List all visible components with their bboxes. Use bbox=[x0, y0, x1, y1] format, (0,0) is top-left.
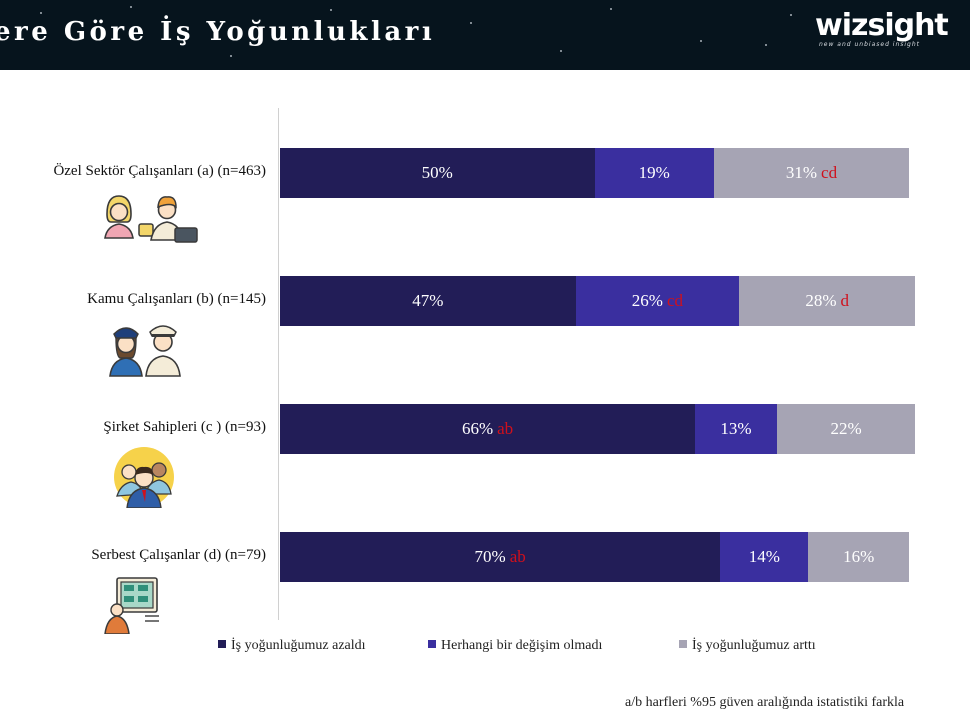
data-label: 66% bbox=[461, 419, 494, 438]
bar-segment: 19% bbox=[594, 148, 714, 198]
data-label: 22% bbox=[830, 419, 862, 438]
bar-row: 66% ab 13% 22% bbox=[280, 404, 916, 454]
significance-letters: d bbox=[840, 291, 850, 310]
data-label: 13% bbox=[720, 419, 752, 438]
legend-label: Herhangi bir değişim olmadı bbox=[441, 638, 603, 653]
category-label: Şirket Sahipleri (c ) (n=93) bbox=[103, 419, 266, 435]
bar-segment: 22% bbox=[776, 404, 916, 454]
freelancer-icon bbox=[103, 576, 163, 639]
bar-segment: 66% ab bbox=[280, 404, 696, 454]
significance-letters: ab bbox=[509, 547, 526, 566]
data-label: 19% bbox=[638, 163, 670, 182]
bar-segment: 31% cd bbox=[714, 148, 909, 198]
legend-swatch bbox=[428, 640, 436, 648]
data-label: 28% bbox=[805, 291, 837, 310]
data-label: 26% bbox=[631, 291, 663, 310]
significance-letters: ab bbox=[497, 419, 514, 438]
legend-swatch bbox=[679, 640, 687, 648]
bar-segment: 47% bbox=[280, 276, 576, 326]
bar-segment: 50% bbox=[280, 148, 595, 198]
significance-letters: cd bbox=[666, 291, 683, 310]
legend-item: Herhangi bir değişim olmadı bbox=[428, 638, 602, 654]
bar-segment: 28% d bbox=[739, 276, 916, 326]
wizsight-logo: wizsight new and unbiased insight bbox=[815, 8, 965, 58]
data-label: 31% bbox=[785, 163, 818, 182]
data-label: 47% bbox=[412, 291, 444, 310]
logo-tagline: new and unbiased insight bbox=[819, 41, 921, 48]
category-label: Özel Sektör Çalışanları (a) (n=463) bbox=[53, 163, 266, 179]
bar-row: 70% ab 14% 16% bbox=[280, 532, 909, 582]
bar-segment: 14% bbox=[720, 532, 809, 582]
bar-segment: 13% bbox=[695, 404, 777, 454]
data-label: 50% bbox=[421, 163, 453, 182]
category-axis-line bbox=[278, 108, 279, 620]
data-label: 16% bbox=[843, 547, 875, 566]
header-bar: ere Göre İş Yoğunlukları wizsight new an… bbox=[0, 0, 970, 70]
legend-label: İş yoğunluğumuz arttı bbox=[692, 638, 816, 653]
category-label: Serbest Çalışanlar (d) (n=79) bbox=[91, 547, 266, 563]
significance-footnote: a/b harfleri %95 güven aralığında istati… bbox=[625, 695, 905, 710]
page-title: ere Göre İş Yoğunlukları bbox=[0, 17, 436, 47]
logo-text: wizsight bbox=[815, 8, 949, 43]
category-label: Kamu Çalışanları (b) (n=145) bbox=[87, 291, 266, 307]
police-officers-icon bbox=[108, 316, 184, 383]
business-people-icon bbox=[99, 188, 199, 251]
legend-item: İş yoğunluğumuz arttı bbox=[679, 638, 816, 654]
legend-swatch bbox=[218, 640, 226, 648]
bar-row: 47% 26% cd 28% d bbox=[280, 276, 916, 326]
business-owners-icon bbox=[113, 446, 175, 513]
bar-segment: 70% ab bbox=[280, 532, 721, 582]
legend-item: İş yoğunluğumuz azaldı bbox=[218, 638, 366, 654]
bar-segment: 26% cd bbox=[575, 276, 740, 326]
significance-letters: cd bbox=[821, 163, 838, 182]
bar-segment: 16% bbox=[808, 532, 909, 582]
legend-label: İş yoğunluğumuz azaldı bbox=[231, 638, 366, 653]
data-label: 70% bbox=[474, 547, 506, 566]
bar-row: 50% 19% 31% cd bbox=[280, 148, 909, 198]
data-label: 14% bbox=[748, 547, 780, 566]
